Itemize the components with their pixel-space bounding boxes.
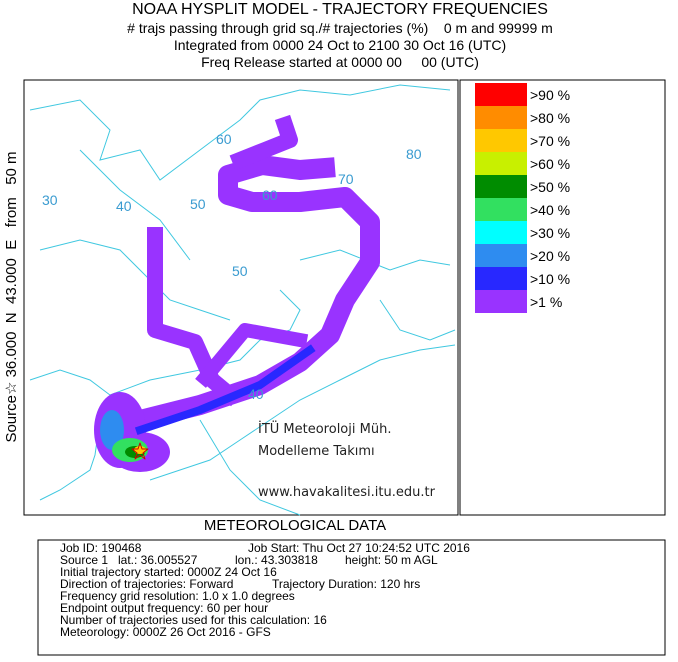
watermark: www.havakalitesi.itu.edu.tr	[258, 485, 436, 500]
info-text: Endpoint output frequency: 60 per hour	[60, 601, 268, 615]
legend: >90 % >80 % >70 % >60 % >50 % >40 % >30 % >20 %…	[459, 79, 666, 516]
map-frame	[23, 79, 459, 516]
legend-swatch	[475, 221, 527, 244]
info-text: lon.: 43.303818	[235, 553, 318, 567]
info-text: height: 50 m AGL	[345, 553, 438, 567]
legend-label: >50 %	[530, 179, 570, 195]
info-text: lat.: 36.005527	[118, 553, 198, 567]
legend-label: >70 %	[530, 133, 570, 149]
grid-label: 50	[190, 196, 206, 212]
grid-label: 70	[338, 171, 354, 187]
legend-swatch	[475, 244, 527, 267]
info-text: Trajectory Duration: 120 hrs	[272, 577, 420, 591]
grid-label: 60	[262, 187, 278, 203]
legend-label: >10 %	[530, 271, 570, 287]
plume	[94, 114, 380, 472]
subtitle: Integrated from 0000 24 Oct to 2100 30 O…	[174, 37, 506, 53]
legend-swatch	[475, 152, 527, 175]
title: NOAA HYSPLIT MODEL - TRAJECTORY FREQUENC…	[132, 1, 548, 18]
legend-swatch	[475, 198, 527, 221]
info-text: Meteorology: 0000Z 26 Oct 2016 - GFS	[60, 625, 271, 639]
legend-label: >80 %	[530, 110, 570, 126]
grid-label: 30	[42, 192, 58, 208]
info-text: Initial trajectory started: 0000Z 24 Oct…	[60, 565, 277, 579]
watermark: İTÜ Meteoroloji Müh.	[258, 420, 391, 437]
legend-swatch	[475, 83, 527, 106]
legend-swatch	[475, 290, 527, 313]
info-text: Job ID: 190468	[60, 541, 142, 555]
watermark: Modelleme Takımı	[258, 444, 375, 459]
grid-label: 50	[232, 263, 248, 279]
grid-label: 40	[116, 198, 132, 214]
subtitle: # trajs passing through grid sq./# traje…	[127, 20, 553, 36]
legend-label: >90 %	[530, 87, 570, 103]
legend-swatch	[475, 129, 527, 152]
info-text: Frequency grid resolution: 1.0 x 1.0 deg…	[60, 589, 295, 603]
legend-label: >60 %	[530, 156, 570, 172]
info-text: Source 1	[60, 553, 108, 567]
legend-swatch	[475, 175, 527, 198]
info-text: Job Start: Thu Oct 27 10:24:52 UTC 2016	[248, 541, 470, 555]
legend-label: >40 %	[530, 202, 570, 218]
info-box	[37, 539, 666, 656]
legend-swatch	[475, 106, 527, 129]
legend-label: >1 %	[530, 294, 562, 310]
section-title: METEOROLOGICAL DATA	[204, 517, 386, 534]
source-star	[131, 442, 149, 460]
subtitle: Freq Release started at 0000 00 00 (UTC)	[201, 54, 479, 70]
info: Job ID: 190468 Job Start: Thu Oct 27 10:2…	[60, 541, 470, 639]
info-text: Direction of trajectories: Forward	[60, 577, 233, 591]
legend-label: >20 %	[530, 248, 570, 264]
grid-label: 60	[216, 131, 232, 147]
grid-label: 40	[248, 386, 264, 402]
info-text: Number of trajectories used for this cal…	[60, 613, 327, 627]
side-label: Source☆ 36.000 N 43.000 E from 50 m	[3, 151, 20, 442]
legend-swatch	[475, 267, 527, 290]
map: 60 80 30 40 50 60 70 50 40 İTÜ Meteorolo…	[23, 79, 459, 516]
legend-label: >30 %	[530, 225, 570, 241]
grid-label: 80	[406, 146, 422, 162]
